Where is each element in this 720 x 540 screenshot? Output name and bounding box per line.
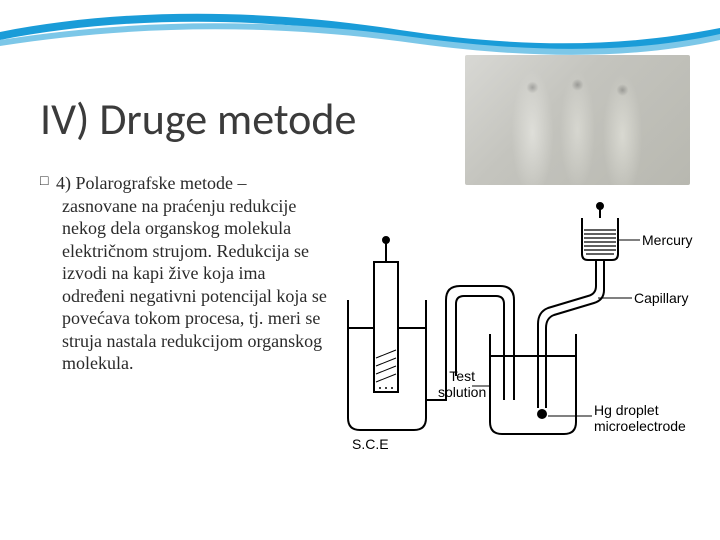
label-mercury: Mercury <box>642 232 693 248</box>
polarography-diagram: Mercury Capillary Test solution S.C.E Hg… <box>330 200 702 470</box>
leaders <box>472 240 640 416</box>
hg-droplet <box>537 409 547 419</box>
mercury-reservoir <box>582 203 618 260</box>
label-sce: S.C.E <box>352 436 389 452</box>
label-test-solution: Test solution <box>438 368 486 400</box>
body-paragraph: □4) Polarografske metode – zasnovane na … <box>40 172 330 375</box>
label-hg-droplet: Hg droplet microelectrode <box>594 402 686 434</box>
capillary <box>538 260 604 408</box>
label-capillary: Capillary <box>634 290 688 306</box>
slide-title: IV) Druge metode <box>40 92 356 146</box>
sce-beaker <box>348 237 446 430</box>
body-continued: zasnovane na praćenju redukcije nekog de… <box>40 195 330 375</box>
test-cell <box>490 334 576 434</box>
beakers-photo <box>465 55 690 185</box>
bullet-icon: □ <box>40 172 56 190</box>
body-first-line: 4) Polarografske metode – <box>56 173 246 193</box>
